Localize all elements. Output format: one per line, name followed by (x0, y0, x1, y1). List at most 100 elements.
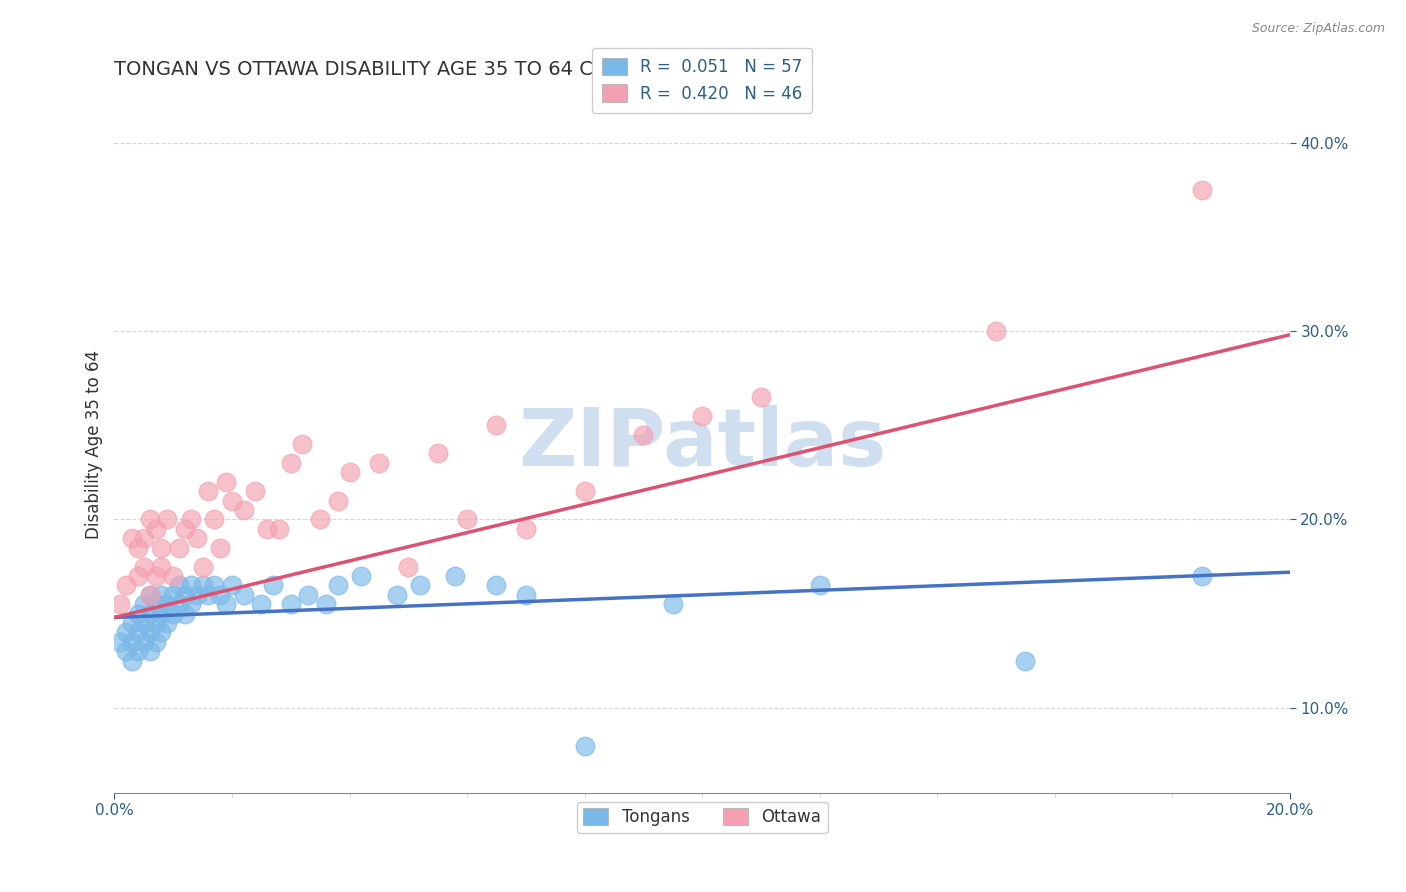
Point (515, 588, 537, 602)
Point (191, 559, 214, 574)
Point (574, 739, 596, 753)
Text: Source: ZipAtlas.com: Source: ZipAtlas.com (1251, 22, 1385, 36)
Point (1014, 654, 1036, 668)
Point (138, 588, 160, 602)
Point (121, 654, 143, 668)
Point (1191, 183, 1213, 197)
Point (515, 522, 537, 536)
Point (245, 484, 267, 499)
Y-axis label: Disability Age 35 to 64: Disability Age 35 to 64 (86, 350, 103, 539)
Point (132, 531, 155, 545)
Point (262, 578, 284, 592)
Point (150, 588, 173, 602)
Point (156, 615, 179, 630)
Point (132, 559, 155, 574)
Point (661, 597, 683, 611)
Point (167, 597, 190, 611)
Point (174, 607, 197, 621)
Point (232, 503, 254, 517)
Point (145, 635, 167, 649)
Point (145, 569, 167, 583)
Point (444, 569, 467, 583)
Point (309, 512, 332, 526)
Point (121, 635, 143, 649)
Point (426, 446, 449, 460)
Point (145, 597, 167, 611)
Point (221, 578, 243, 592)
Point (110, 597, 132, 611)
Point (110, 635, 132, 649)
Point (156, 597, 179, 611)
Point (138, 512, 160, 526)
Point (180, 597, 202, 611)
Point (202, 512, 225, 526)
Point (132, 635, 155, 649)
Point (297, 588, 319, 602)
Point (121, 615, 143, 630)
Point (150, 559, 173, 574)
Point (350, 569, 373, 583)
Point (197, 588, 219, 602)
Point (138, 625, 160, 640)
Text: ZIPatlas: ZIPatlas (517, 405, 886, 483)
Point (186, 588, 208, 602)
Point (127, 607, 149, 621)
Point (127, 541, 149, 555)
Point (315, 597, 337, 611)
Point (326, 578, 349, 592)
Point (280, 597, 302, 611)
Point (162, 588, 184, 602)
Point (180, 512, 202, 526)
Point (145, 522, 167, 536)
Point (280, 456, 302, 470)
Point (167, 578, 190, 592)
Point (485, 578, 508, 592)
Point (633, 427, 655, 442)
Point (145, 615, 167, 630)
Point (115, 578, 138, 592)
Point (232, 588, 254, 602)
Point (132, 597, 155, 611)
Point (221, 493, 243, 508)
Point (138, 607, 160, 621)
Point (385, 588, 408, 602)
Point (690, 409, 713, 423)
Point (808, 578, 831, 592)
Point (115, 625, 138, 640)
Point (215, 475, 238, 489)
Point (256, 522, 278, 536)
Point (456, 512, 478, 526)
Point (396, 559, 419, 574)
Point (127, 625, 149, 640)
Point (150, 541, 173, 555)
Point (326, 493, 349, 508)
Point (574, 484, 596, 499)
Point (1191, 569, 1213, 583)
Point (115, 644, 138, 658)
Point (132, 615, 155, 630)
Point (984, 324, 1007, 338)
Point (197, 484, 219, 499)
Point (174, 522, 197, 536)
Point (138, 588, 160, 602)
Point (209, 541, 232, 555)
Point (180, 578, 202, 592)
Point (167, 541, 190, 555)
Point (127, 569, 149, 583)
Point (339, 465, 361, 479)
Point (174, 588, 197, 602)
Point (156, 512, 179, 526)
Text: TONGAN VS OTTAWA DISABILITY AGE 35 TO 64 CORRELATION CHART: TONGAN VS OTTAWA DISABILITY AGE 35 TO 64… (114, 60, 790, 78)
Point (250, 597, 273, 611)
Point (127, 644, 149, 658)
Point (485, 418, 508, 433)
Point (267, 522, 290, 536)
Point (202, 578, 225, 592)
Point (191, 578, 214, 592)
Point (138, 644, 160, 658)
Point (150, 625, 173, 640)
Point (291, 437, 314, 451)
Point (409, 578, 432, 592)
Point (749, 390, 772, 404)
Legend: Tongans, Ottawa: Tongans, Ottawa (576, 802, 828, 833)
